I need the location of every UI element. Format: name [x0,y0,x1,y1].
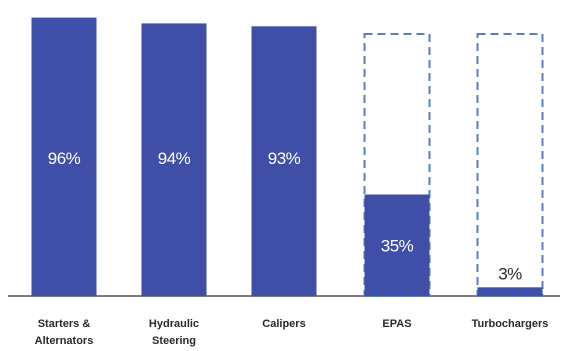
bar-value-label: 94% [158,149,191,168]
labels-layer: 96% Starters & Alternators 94% Hydraulic Stee… [35,149,549,347]
bars-layer [31,17,544,297]
category-label: Steering [152,335,196,347]
bar-value-label: 35% [381,237,414,256]
bar-outline [476,33,544,297]
category-label: Starters & [38,318,91,330]
category-label: Hydraulic [149,318,199,330]
bar-value-label: 93% [268,149,301,168]
category-label: EPAS [382,318,411,330]
category-label: Turbochargers [472,318,549,330]
bar-outline [363,33,431,297]
bar [141,23,207,297]
bar [31,17,97,296]
bar-value-label: 3% [498,264,522,283]
bar [477,287,543,296]
category-label: Alternators [35,335,94,347]
bar [364,194,430,296]
category-label: Calipers [262,318,305,330]
bar-value-label: 96% [48,149,81,168]
bar [251,26,317,297]
